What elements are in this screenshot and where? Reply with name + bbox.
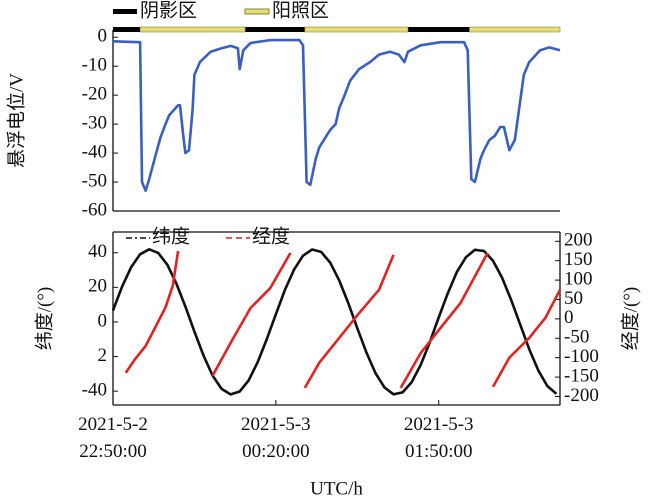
y-tick-label: 2: [98, 345, 108, 366]
x-tick-label: 2021-5-3 01:50:00: [403, 414, 474, 462]
y-tick-label: -60: [82, 199, 107, 220]
y-tick-label: -40: [82, 141, 107, 162]
legend-swatch: [113, 9, 137, 14]
y2-tick-label: -100: [564, 346, 599, 367]
legend-swatch: [244, 8, 270, 15]
x-tick-label: 2021-5-3 00:20:00: [241, 414, 311, 462]
x-axis-label: UTC/h: [310, 478, 363, 499]
y-tick-label: -50: [82, 170, 107, 191]
y2-tick-label: 200: [564, 230, 593, 251]
legend-label: 阴影区: [140, 0, 197, 21]
series-line: [111, 248, 558, 396]
band: [469, 26, 561, 33]
y2-axis-label: 经度/(°): [619, 287, 641, 351]
y2-tick-label: 100: [564, 268, 593, 289]
y-tick-label: 40: [88, 241, 107, 262]
y-tick-label: -20: [82, 84, 107, 105]
y2-tick-label: -150: [564, 365, 599, 386]
y2-tick-label: 0: [564, 307, 574, 328]
y2-tick-label: -200: [564, 385, 599, 406]
y2-tick-label: 50: [564, 288, 583, 309]
legend-label: 经度: [252, 225, 290, 247]
y-tick-label: -30: [82, 112, 107, 133]
y-tick-label: 0: [98, 26, 108, 47]
y-axis-label: 纬度/(°): [33, 287, 55, 351]
band: [304, 26, 409, 33]
y-tick-label: 20: [88, 276, 107, 297]
band: [245, 27, 305, 32]
y-tick-label: -40: [82, 380, 107, 401]
y2-tick-label: 150: [564, 249, 593, 270]
legend-label: 阳照区: [272, 0, 329, 21]
series-line: [124, 250, 562, 389]
band: [113, 27, 141, 32]
series-line: [112, 38, 561, 192]
band: [407, 27, 470, 32]
band: [139, 26, 246, 33]
y2-tick-label: -50: [564, 327, 589, 348]
legend-label: 纬度: [152, 225, 190, 247]
y-axis-label: 悬浮电位/V: [5, 73, 27, 168]
y-tick-label: -10: [82, 55, 107, 76]
x-tick-label: 2021-5-2 22:50:00: [78, 414, 148, 462]
y-tick-label: 0: [98, 310, 108, 331]
